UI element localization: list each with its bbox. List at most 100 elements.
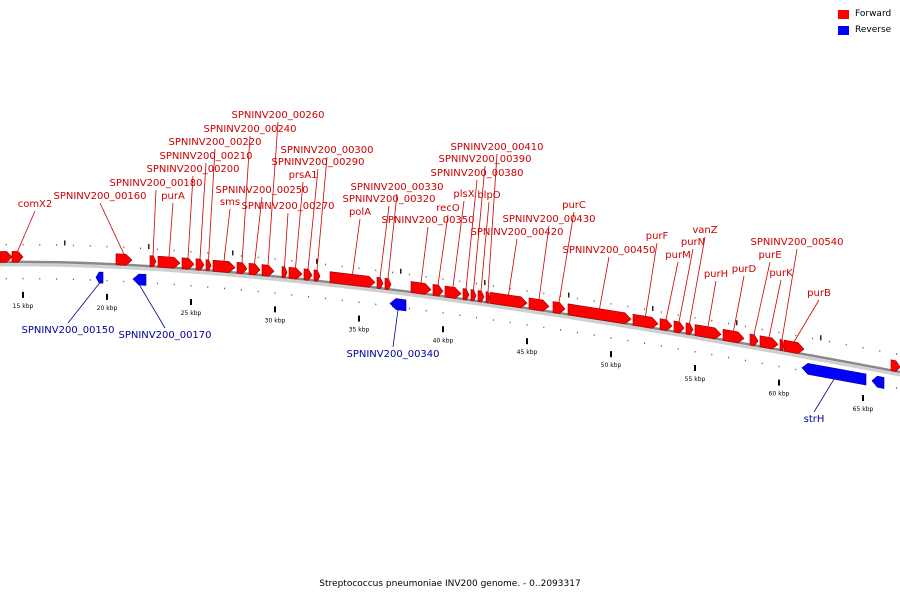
minor-tick-lower (375, 303, 377, 306)
scale-tick-label: 40 kbp (433, 337, 454, 344)
gene-leader-line (487, 153, 498, 293)
minor-tick-upper (207, 252, 209, 254)
gene-leader-line (316, 156, 328, 271)
minor-tick-upper (39, 243, 41, 246)
gene-leader-line (768, 279, 782, 338)
legend-forward: Forward (838, 9, 891, 19)
minor-tick-lower (644, 342, 646, 345)
minor-tick-lower (341, 299, 343, 302)
minor-tick-lower (728, 356, 730, 359)
minor-tick-upper (358, 267, 360, 270)
minor-tick-upper (694, 317, 696, 319)
minor-tick-lower (576, 331, 578, 334)
gene-feature-SPNINV200_00160 (115, 253, 133, 266)
mid-tick-upper (484, 280, 486, 286)
gene-label: plsX (453, 189, 474, 200)
gene-label: polA (349, 207, 371, 218)
minor-tick-upper (274, 258, 276, 260)
gene-label: SPNINV200_00220 (168, 137, 261, 148)
gene-label: SPNINV200_00200 (146, 164, 239, 175)
minor-tick-upper (677, 314, 679, 316)
gene-leader-line (99, 202, 125, 255)
scale-tick-label: 60 kbp (769, 391, 790, 398)
gene-feature-blpO (477, 290, 485, 303)
minor-tick-lower (509, 321, 511, 324)
legend-forward-label: Forward (855, 9, 892, 19)
minor-tick-lower (156, 282, 158, 285)
gene-leader-line (781, 248, 798, 340)
gene-feature-purC (552, 301, 566, 314)
minor-tick-lower (89, 279, 91, 281)
major-tick-mark (526, 338, 528, 345)
gene-feature-SPNINV200_00200 (181, 257, 195, 270)
minor-tick-upper (879, 350, 881, 352)
minor-tick-upper (257, 256, 259, 259)
minor-tick-lower (207, 286, 209, 288)
minor-tick-upper (828, 340, 830, 343)
minor-tick-lower (425, 310, 427, 312)
minor-tick-upper (862, 347, 864, 349)
gene-feature-SPNINV200_00180 (149, 255, 157, 268)
minor-tick-lower (795, 368, 797, 371)
gene-feature-SPNINV200_00220 (205, 259, 212, 272)
gene-label: SPNINV200_00430 (502, 214, 595, 225)
minor-tick-upper (156, 248, 158, 251)
gene-feature-purE (749, 333, 759, 347)
minor-tick-upper (610, 303, 612, 305)
gene-feature-SPNINV200_00340 (389, 298, 407, 312)
major-tick-mark (610, 351, 612, 358)
gene-label: SPNINV200_00240 (203, 124, 296, 135)
minor-tick-lower (744, 359, 746, 362)
scale-tick-label: 15 kbp (13, 303, 34, 310)
minor-tick-upper (526, 290, 528, 292)
gene-label: purF (646, 231, 669, 242)
mid-tick-upper (568, 292, 570, 298)
minor-tick-lower (492, 319, 494, 321)
gene-feature-SPNINV200_00300 (313, 269, 321, 282)
gene-leader-line (665, 261, 679, 320)
gene-leader-line (753, 261, 771, 335)
gene-leader-line (284, 212, 289, 267)
gene-feature-plsX (444, 285, 462, 299)
gene-label: SPNINV200_00170 (118, 330, 211, 341)
major-tick-mark (862, 395, 864, 402)
gene-label: purC (562, 200, 586, 211)
gene-label: SPNINV200_00390 (438, 154, 531, 165)
gene-leader-line (480, 201, 490, 292)
gene-label: comX2 (18, 199, 53, 210)
gene-feature-strH (801, 363, 867, 386)
gene-feature-SPNINV200_00540 (779, 338, 785, 352)
minor-tick-upper (812, 337, 814, 340)
gene-feature-purN (673, 320, 685, 334)
gene-label: SPNINV200_00270 (241, 201, 334, 212)
minor-tick-upper (106, 245, 108, 248)
backbone-shadow (0, 263, 900, 377)
mid-tick-upper (652, 305, 654, 311)
minor-tick-lower (291, 294, 293, 296)
minor-tick-upper (896, 353, 898, 355)
gene-leader-line (392, 309, 399, 348)
gene-label: purA (161, 191, 185, 202)
scale-tick-label: 50 kbp (601, 362, 622, 369)
minor-tick-upper (476, 282, 478, 285)
minor-tick-lower (526, 324, 528, 326)
gene-label: recO (436, 203, 460, 214)
mid-tick-upper (232, 250, 234, 256)
gene-feature-SPNINV200_00150 (95, 271, 104, 284)
minor-tick-upper (375, 269, 377, 272)
gene-leader-line (420, 226, 429, 283)
gene-leader-line (707, 280, 717, 327)
gene-leader-line (254, 196, 263, 264)
gene-leader-line (168, 202, 174, 257)
gene-leader-line (307, 168, 319, 270)
gene-leader-line (223, 208, 231, 262)
gene-label: vanZ (692, 225, 717, 236)
minor-tick-lower (476, 316, 478, 319)
gene-leader-line (558, 211, 575, 303)
gene-leader-line (689, 236, 706, 324)
gene-feature-purD (722, 328, 745, 344)
legend-reverse-label: Reverse (855, 25, 892, 35)
gene-label: purH (704, 269, 728, 280)
minor-tick-lower (459, 314, 461, 317)
